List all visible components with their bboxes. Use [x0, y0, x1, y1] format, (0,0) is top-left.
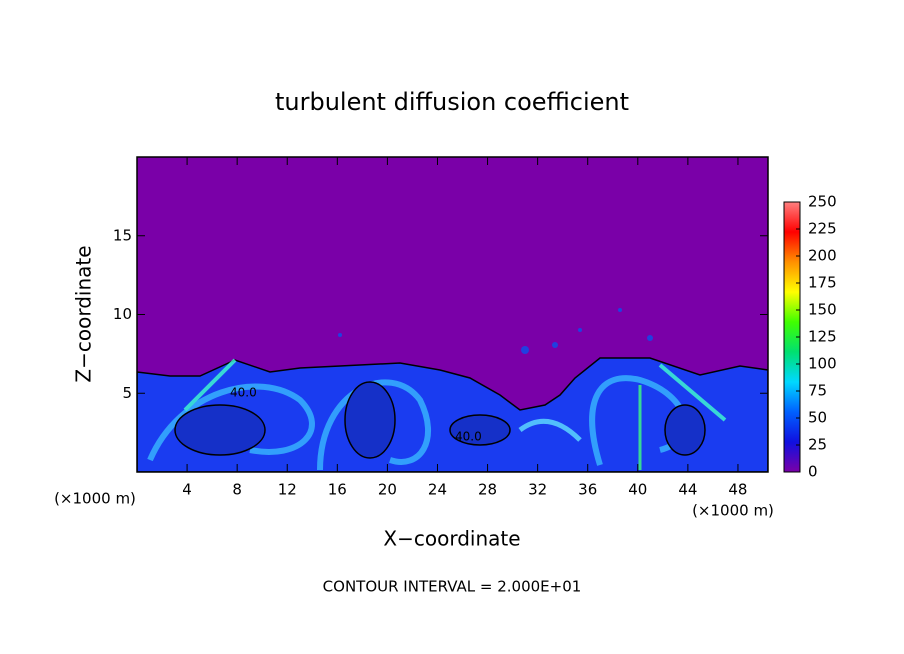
x-tick-label: 28	[478, 481, 497, 499]
chart-title: turbulent diffusion coefficient	[275, 88, 629, 116]
colorbar-tick-label: 200	[808, 247, 837, 265]
colorbar-tick-label: 175	[808, 274, 837, 292]
x-tick-label: 20	[378, 481, 397, 499]
x-tick-label: 32	[528, 481, 547, 499]
x-tick-label: 40	[628, 481, 647, 499]
colorbar-tick-label: 225	[808, 220, 837, 238]
x-tick-label: 8	[232, 481, 242, 499]
x-tick-label: 4	[182, 481, 192, 499]
colorbar-tick-label: 125	[808, 328, 837, 346]
y-unit: (×1000 m)	[692, 502, 774, 520]
x-tick-label: 36	[578, 481, 597, 499]
x-tick-label: 48	[728, 481, 747, 499]
y-axis-label: Z−coordinate	[72, 245, 96, 382]
colorbar-tick-label: 75	[808, 382, 827, 400]
eddies	[338, 308, 653, 354]
colorbar-tick-label: 25	[808, 436, 827, 454]
x-axis-label: X−coordinate	[383, 527, 520, 551]
x-tick-label: 12	[278, 481, 297, 499]
x-tick-label: 24	[428, 481, 447, 499]
colorbar-tick-label: 50	[808, 409, 827, 427]
x-tick-label: 16	[328, 481, 347, 499]
turbulent-layer	[137, 357, 768, 472]
colorbar-tick-label: 0	[808, 463, 818, 481]
contour-label: 40.0	[455, 430, 482, 444]
x-unit: (×1000 m)	[54, 490, 136, 508]
colorbar-tick-label: 100	[808, 355, 837, 373]
y-tick-label: 10	[113, 305, 132, 323]
colorbar-tick-label: 250	[808, 193, 837, 211]
y-tick-label: 15	[113, 226, 132, 244]
y-tick-label: 5	[122, 384, 132, 402]
colorbar-tick-label: 150	[808, 301, 837, 319]
annotation: CONTOUR INTERVAL = 2.000E+01	[323, 578, 582, 596]
x-tick-label: 44	[678, 481, 697, 499]
contour-label: 40.0	[230, 386, 257, 400]
contours	[174, 381, 706, 459]
field: 40.0 40.0	[137, 157, 768, 472]
